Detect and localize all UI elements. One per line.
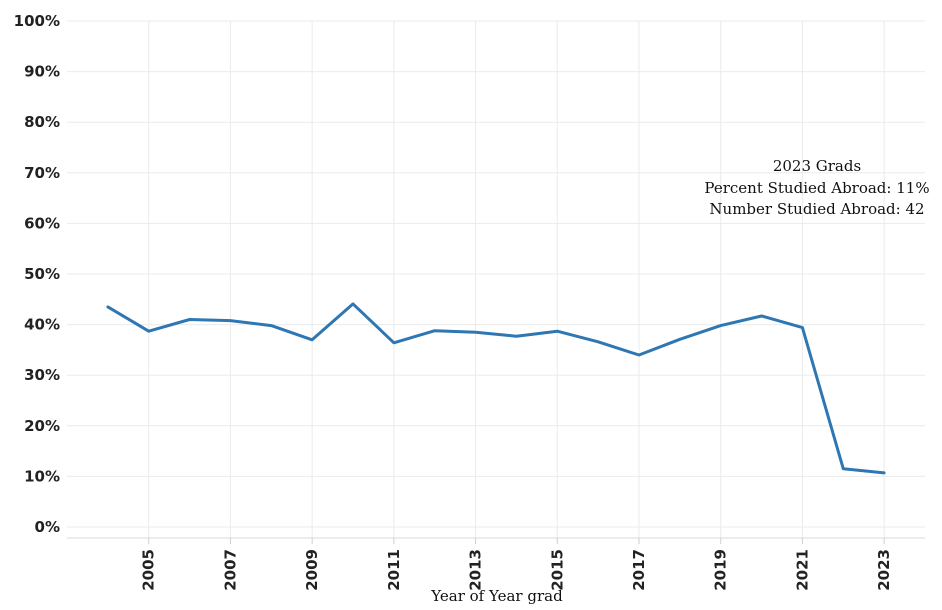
x-axis-label: Year of Year grad: [430, 587, 563, 605]
y-tick-label: 80%: [24, 113, 60, 131]
y-tick-label: 20%: [24, 417, 60, 435]
x-tick-label: 2013: [467, 549, 485, 591]
x-axis-ticks: 2005 2007 2009 2011 2013 2015 2017 2019 2021 2023: [140, 538, 893, 591]
annotation-line-2: Percent Studied Abroad: 11%: [704, 179, 929, 197]
x-tick-label: 2007: [221, 549, 239, 591]
x-tick-label: 2019: [712, 549, 730, 591]
y-tick-label: 50%: [24, 265, 60, 283]
data-point-2011: [392, 341, 396, 345]
y-tick-label: 100%: [14, 12, 60, 30]
x-tick-label: 2011: [385, 549, 403, 591]
y-tick-label: 40%: [24, 316, 60, 334]
x-tick-label: 2015: [548, 549, 566, 591]
data-point-2006: [188, 318, 192, 322]
grid-layer: [67, 20, 925, 538]
data-points: [106, 302, 886, 475]
data-point-2010: [351, 302, 355, 306]
y-tick-label: 30%: [24, 366, 60, 384]
y-tick-label: 10%: [24, 467, 60, 485]
data-point-2008: [269, 324, 273, 328]
x-tick-label: 2009: [303, 549, 321, 591]
annotation-line-3: Number Studied Abroad: 42: [709, 200, 924, 218]
data-point-2023: [882, 471, 886, 475]
data-point-2018: [678, 337, 682, 341]
series-line: [106, 302, 886, 475]
y-tick-label: 70%: [24, 164, 60, 182]
data-point-2014: [514, 334, 518, 338]
data-point-2009: [310, 338, 314, 342]
y-tick-label: 0%: [35, 518, 60, 536]
data-point-2016: [596, 340, 600, 344]
data-point-2020: [760, 314, 764, 318]
annotation: 2023 Grads Percent Studied Abroad: 11% N…: [704, 157, 929, 218]
data-point-2017: [637, 353, 641, 357]
data-point-2015: [555, 329, 559, 333]
data-point-2021: [800, 326, 804, 330]
data-point-2013: [474, 330, 478, 334]
x-tick-label: 2017: [630, 549, 648, 591]
data-point-2004: [106, 305, 110, 309]
y-tick-label: 90%: [24, 63, 60, 81]
x-tick-label: 2005: [140, 549, 158, 591]
annotation-line-1: 2023 Grads: [773, 157, 861, 175]
data-point-2019: [719, 324, 723, 328]
data-point-2012: [433, 329, 437, 333]
x-tick-label: 2023: [875, 549, 893, 591]
y-tick-label: 60%: [24, 214, 60, 232]
data-point-2007: [228, 319, 232, 323]
x-tick-label: 2021: [793, 549, 811, 591]
data-point-2005: [147, 329, 151, 333]
data-point-2022: [841, 467, 845, 471]
y-axis-ticks: 0% 10% 20% 30% 40% 50% 60% 70% 80% 90% 100%: [14, 12, 60, 536]
